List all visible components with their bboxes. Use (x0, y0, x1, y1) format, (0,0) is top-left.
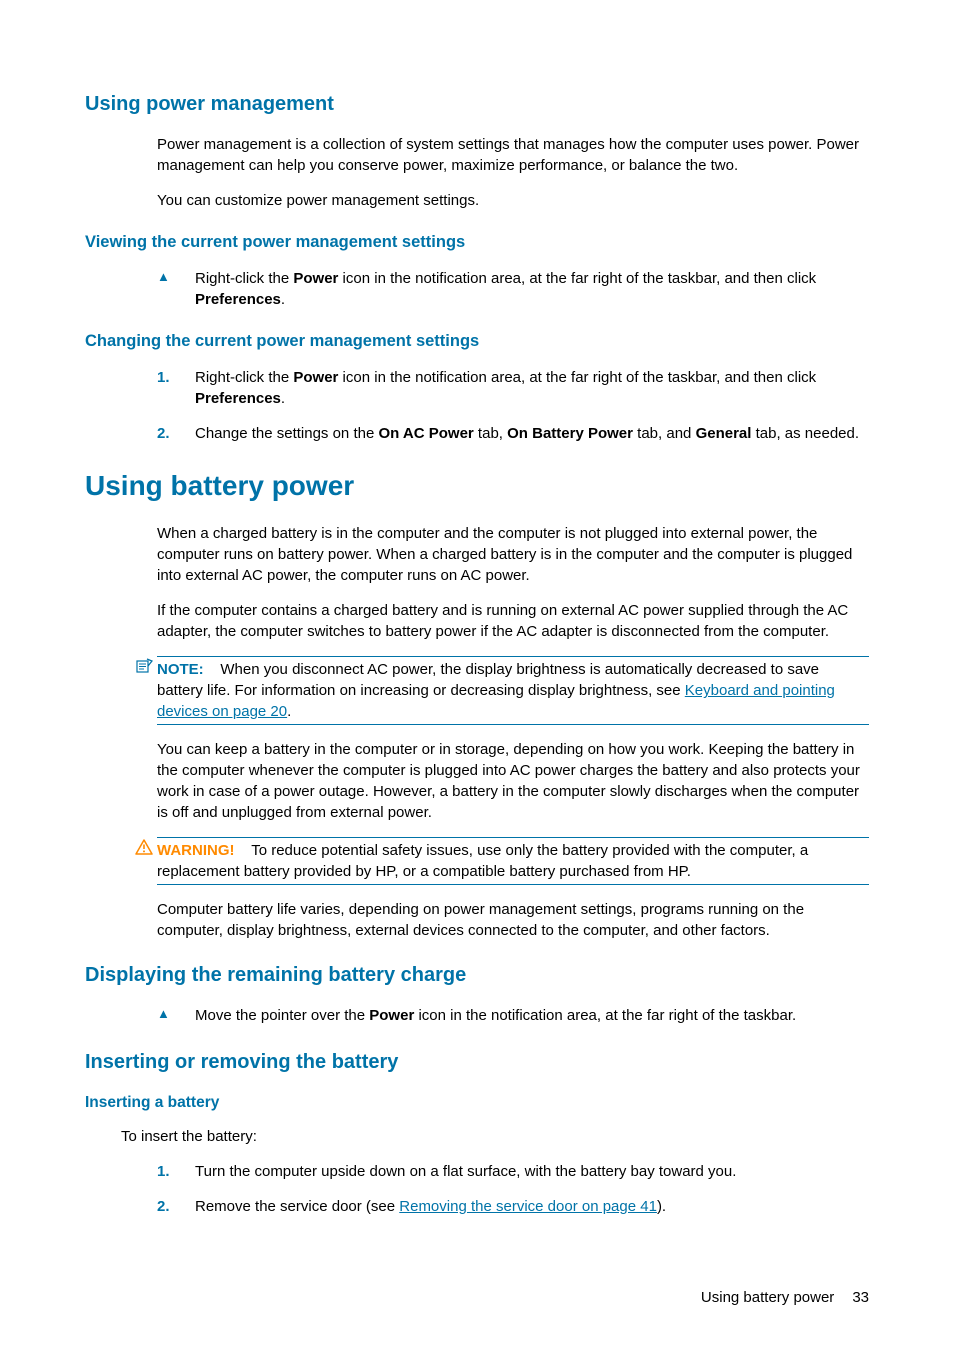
t: icon in the notification area, at the fa… (338, 270, 816, 287)
step-number: 2. (157, 1196, 195, 1217)
para-bp-1: When a charged battery is in the compute… (157, 523, 869, 586)
t (239, 842, 252, 859)
t: Remove the service door (see (195, 1198, 399, 1215)
t: On Battery Power (507, 425, 633, 442)
para-pm-2: You can customize power management setti… (157, 190, 869, 211)
t: Preferences (195, 390, 281, 407)
footer-section-title: Using battery power (701, 1289, 834, 1306)
note-label: NOTE: (157, 661, 204, 678)
heading-insert-remove-battery: Inserting or removing the battery (85, 1048, 869, 1076)
t: . (287, 703, 291, 720)
t: Change the settings on the (195, 425, 378, 442)
t: Right-click the (195, 369, 293, 386)
heading-power-management: Using power management (85, 90, 869, 118)
heading-inserting-battery: Inserting a battery (85, 1092, 869, 1114)
t: To reduce potential safety issues, use o… (157, 842, 808, 880)
step-number: 1. (157, 1161, 195, 1182)
para-bp-2: If the computer contains a charged batte… (157, 600, 869, 642)
t: tab, (474, 425, 507, 442)
bullet-view-settings: ▲ Right-click the Power icon in the noti… (157, 268, 869, 310)
t (208, 661, 221, 678)
heading-changing-settings: Changing the current power management se… (85, 330, 869, 353)
step-insert-2: 2. Remove the service door (see Removing… (157, 1196, 869, 1217)
step-number: 1. (157, 367, 195, 409)
link-removing-service-door[interactable]: Removing the service door on page 41 (399, 1198, 657, 1215)
footer-page-number: 33 (852, 1289, 869, 1306)
t: tab, as needed. (751, 425, 859, 442)
step-body: Remove the service door (see Removing th… (195, 1196, 869, 1217)
step-change-1: 1. Right-click the Power icon in the not… (157, 367, 869, 409)
t: Power (293, 270, 338, 287)
bullet-view-body: Right-click the Power icon in the notifi… (195, 268, 869, 310)
step-body: Right-click the Power icon in the notifi… (195, 367, 869, 409)
t: On AC Power (378, 425, 473, 442)
para-bp-4: Computer battery life varies, depending … (157, 899, 869, 941)
t: Preferences (195, 291, 281, 308)
t: ). (657, 1198, 666, 1215)
step-body: Change the settings on the On AC Power t… (195, 423, 869, 444)
bullet-body: Move the pointer over the Power icon in … (195, 1005, 869, 1026)
para-pm-1: Power management is a collection of syst… (157, 134, 869, 176)
note-icon (135, 658, 153, 674)
page-footer: Using battery power 33 (85, 1287, 869, 1308)
t: tab, and (633, 425, 696, 442)
heading-display-charge: Displaying the remaining battery charge (85, 961, 869, 989)
para-insert-intro: To insert the battery: (121, 1126, 869, 1147)
note-callout: NOTE: When you disconnect AC power, the … (137, 656, 869, 725)
step-body: Turn the computer upside down on a flat … (195, 1161, 869, 1182)
triangle-icon: ▲ (157, 1005, 195, 1026)
warning-label: WARNING! (157, 842, 235, 859)
t: icon in the notification area, at the fa… (414, 1007, 796, 1024)
t: icon in the notification area, at the fa… (338, 369, 816, 386)
warning-body: WARNING! To reduce potential safety issu… (157, 837, 869, 885)
heading-viewing-settings: Viewing the current power management set… (85, 231, 869, 254)
bullet-display-charge: ▲ Move the pointer over the Power icon i… (157, 1005, 869, 1026)
t: Right-click the (195, 270, 293, 287)
step-number: 2. (157, 423, 195, 444)
t: . (281, 291, 285, 308)
t: General (696, 425, 752, 442)
triangle-icon: ▲ (157, 268, 195, 310)
heading-battery-power: Using battery power (85, 466, 869, 505)
note-body: NOTE: When you disconnect AC power, the … (157, 656, 869, 725)
warning-icon (135, 839, 153, 855)
t: . (281, 390, 285, 407)
warning-callout: WARNING! To reduce potential safety issu… (137, 837, 869, 885)
t: Move the pointer over the (195, 1007, 369, 1024)
step-change-2: 2. Change the settings on the On AC Powe… (157, 423, 869, 444)
t: Power (293, 369, 338, 386)
para-bp-3: You can keep a battery in the computer o… (157, 739, 869, 823)
step-insert-1: 1. Turn the computer upside down on a fl… (157, 1161, 869, 1182)
t: Power (369, 1007, 414, 1024)
